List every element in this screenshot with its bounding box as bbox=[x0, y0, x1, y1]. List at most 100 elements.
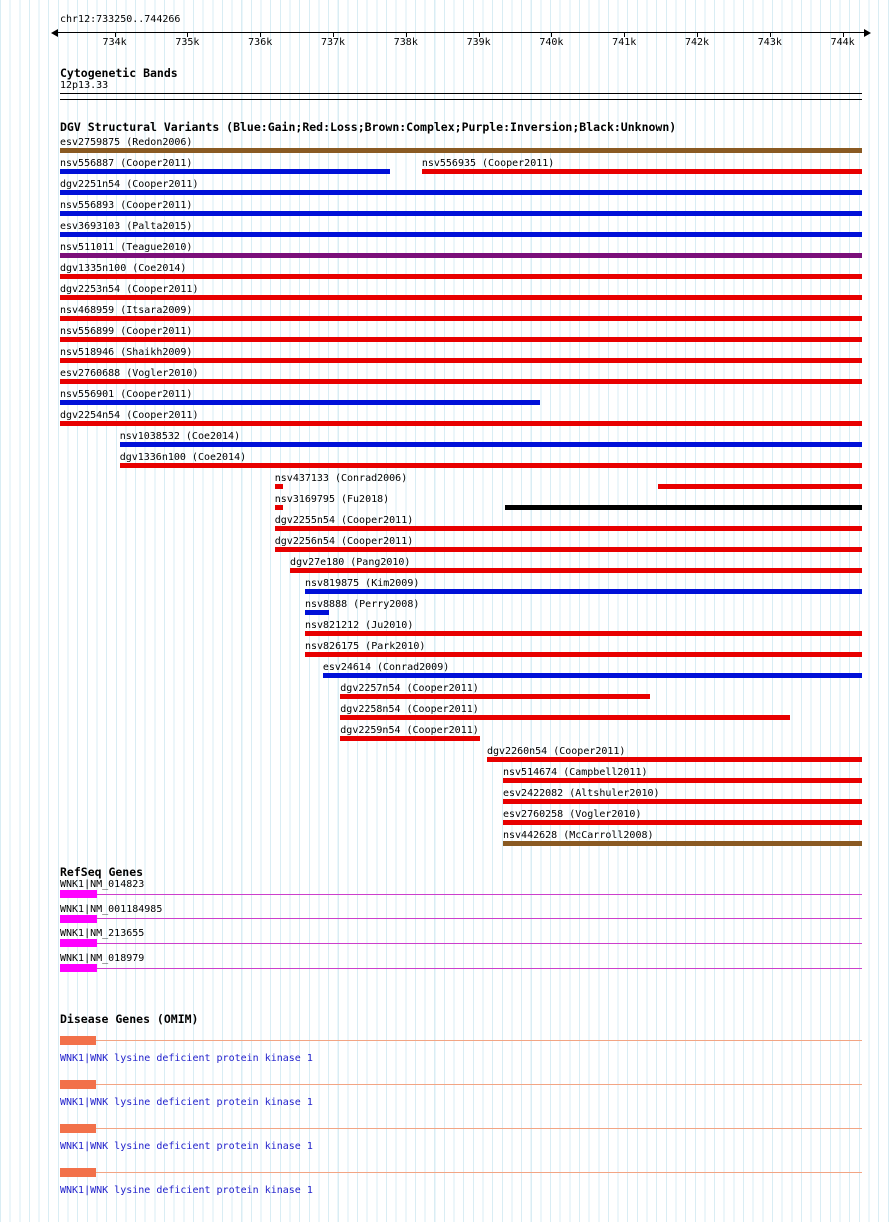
variant-label[interactable]: nsv826175 (Park2010) bbox=[304, 641, 426, 652]
transcript-exon-box[interactable] bbox=[60, 890, 98, 898]
variant-bar[interactable] bbox=[60, 421, 862, 426]
variant-label[interactable]: nsv556887 (Cooper2011) bbox=[60, 158, 193, 169]
variant-bar[interactable] bbox=[290, 568, 862, 573]
variant-label[interactable]: dgv2253n54 (Cooper2011) bbox=[60, 284, 199, 295]
transcript-label[interactable]: WNK1|NM_018979 bbox=[60, 953, 145, 965]
variant-label[interactable]: nsv8888 (Perry2008) bbox=[304, 599, 420, 610]
variant-label[interactable]: nsv442628 (McCarroll2008) bbox=[503, 830, 654, 841]
cytoband-box[interactable] bbox=[60, 93, 862, 100]
variant-bar[interactable] bbox=[421, 169, 862, 174]
ruler-tick bbox=[260, 32, 262, 37]
disease-gene-box[interactable] bbox=[60, 1080, 96, 1089]
variant-label[interactable]: dgv2257n54 (Cooper2011) bbox=[340, 683, 479, 694]
variant-bar[interactable] bbox=[504, 505, 862, 510]
variant-label[interactable]: nsv556899 (Cooper2011) bbox=[60, 326, 193, 337]
variant-label[interactable]: esv2759875 (Redon2006) bbox=[60, 137, 193, 148]
variant-label[interactable]: dgv2255n54 (Cooper2011) bbox=[274, 515, 414, 526]
variant-bar[interactable] bbox=[119, 442, 862, 447]
variant-bar[interactable] bbox=[60, 379, 862, 384]
ruler-tick-label: 744k bbox=[830, 37, 855, 48]
variant-bar[interactable] bbox=[60, 190, 862, 195]
variant-label[interactable]: nsv1038532 (Coe2014) bbox=[119, 431, 241, 442]
variant-label[interactable]: dgv2260n54 (Cooper2011) bbox=[486, 746, 626, 757]
variant-bar[interactable] bbox=[60, 148, 862, 153]
transcript-label[interactable]: WNK1|NM_014823 bbox=[60, 879, 145, 890]
disease-gene-label[interactable]: WNK1|WNK lysine deficient protein kinase… bbox=[60, 1097, 313, 1108]
transcript-exon-box[interactable] bbox=[60, 964, 98, 973]
variant-label[interactable]: dgv1336n100 (Coe2014) bbox=[119, 452, 247, 463]
variant-bar[interactable] bbox=[657, 484, 862, 489]
variant-label[interactable]: nsv556935 (Cooper2011) bbox=[421, 158, 555, 169]
variant-label[interactable]: nsv556893 (Cooper2011) bbox=[60, 200, 193, 211]
variant-bar[interactable] bbox=[274, 547, 862, 552]
ruler-line bbox=[58, 32, 864, 33]
region-title: chr12:733250..744266 bbox=[60, 14, 181, 25]
variant-bar[interactable] bbox=[274, 484, 283, 489]
variant-bar[interactable] bbox=[340, 736, 481, 741]
variant-bar[interactable] bbox=[304, 652, 862, 657]
variant-bar[interactable] bbox=[503, 778, 862, 783]
variant-bar[interactable] bbox=[119, 463, 862, 468]
variant-label[interactable]: nsv3169795 (Fu2018) bbox=[274, 494, 390, 505]
variant-label[interactable]: esv2760688 (Vogler2010) bbox=[60, 368, 199, 379]
variant-label[interactable]: nsv437133 (Conrad2006) bbox=[274, 473, 408, 484]
ruler-tick-label: 735k bbox=[175, 37, 200, 48]
variant-bar[interactable] bbox=[340, 694, 650, 699]
variant-label[interactable]: esv2760258 (Vogler2010) bbox=[503, 809, 642, 820]
variant-label[interactable]: dgv2251n54 (Cooper2011) bbox=[60, 179, 199, 190]
variant-label[interactable]: nsv819875 (Kim2009) bbox=[304, 578, 420, 589]
variant-label[interactable]: nsv514674 (Campbell2011) bbox=[503, 767, 648, 778]
variant-label[interactable]: dgv2254n54 (Cooper2011) bbox=[60, 410, 199, 421]
variant-bar[interactable] bbox=[274, 526, 862, 531]
disease-gene-line bbox=[60, 1040, 862, 1041]
variant-label[interactable]: esv2422082 (Altshuler2010) bbox=[503, 788, 660, 799]
variant-bar[interactable] bbox=[60, 295, 862, 300]
variant-bar[interactable] bbox=[60, 400, 540, 405]
variant-bar[interactable] bbox=[60, 316, 862, 321]
variant-label[interactable]: nsv821212 (Ju2010) bbox=[304, 620, 414, 631]
variant-label[interactable]: dgv2259n54 (Cooper2011) bbox=[340, 725, 479, 736]
variant-label[interactable]: dgv2258n54 (Cooper2011) bbox=[340, 704, 479, 715]
variant-bar[interactable] bbox=[503, 841, 862, 846]
variant-bar[interactable] bbox=[503, 820, 862, 825]
transcript-exon-box[interactable] bbox=[60, 914, 98, 923]
disease-gene-box[interactable] bbox=[60, 1124, 96, 1133]
variant-label[interactable]: esv3693103 (Palta2015) bbox=[60, 221, 193, 232]
variant-label[interactable]: nsv518946 (Shaikh2009) bbox=[60, 347, 193, 358]
variant-label[interactable]: dgv2256n54 (Cooper2011) bbox=[274, 536, 414, 547]
variant-bar[interactable] bbox=[304, 589, 862, 594]
disease-gene-label[interactable]: WNK1|WNK lysine deficient protein kinase… bbox=[60, 1185, 313, 1196]
variant-bar[interactable] bbox=[60, 253, 862, 258]
variant-bar[interactable] bbox=[60, 232, 862, 237]
variant-bar[interactable] bbox=[60, 337, 862, 342]
variant-bar[interactable] bbox=[304, 631, 862, 636]
variant-label[interactable]: dgv1335n100 (Coe2014) bbox=[60, 263, 187, 274]
variant-bar[interactable] bbox=[274, 505, 283, 510]
transcript-exon-box[interactable] bbox=[60, 939, 98, 948]
disease-gene-box[interactable] bbox=[60, 1036, 96, 1045]
variant-bar[interactable] bbox=[486, 757, 862, 762]
disease-gene-line bbox=[60, 1128, 862, 1129]
variant-bar[interactable] bbox=[322, 673, 862, 678]
variant-bar[interactable] bbox=[304, 610, 330, 615]
variant-label[interactable]: nsv556901 (Cooper2011) bbox=[60, 389, 193, 400]
ruler-tick-label: 743k bbox=[757, 37, 782, 48]
variant-bar[interactable] bbox=[60, 211, 862, 216]
variant-bar[interactable] bbox=[60, 358, 862, 363]
variant-label[interactable]: dgv27e180 (Pang2010) bbox=[290, 557, 411, 568]
ruler-tick-label: 734k bbox=[102, 37, 127, 48]
disease-gene-box[interactable] bbox=[60, 1168, 96, 1177]
variant-bar[interactable] bbox=[340, 715, 791, 720]
ruler-tick bbox=[114, 32, 116, 37]
disease-gene-label[interactable]: WNK1|WNK lysine deficient protein kinase… bbox=[60, 1053, 313, 1064]
variant-bar[interactable] bbox=[60, 169, 390, 174]
variant-label[interactable]: nsv468959 (Itsara2009) bbox=[60, 305, 193, 316]
variant-label[interactable]: esv24614 (Conrad2009) bbox=[322, 662, 450, 673]
disease-gene-label[interactable]: WNK1|WNK lysine deficient protein kinase… bbox=[60, 1141, 313, 1152]
transcript-label[interactable]: WNK1|NM_213655 bbox=[60, 928, 145, 940]
variant-bar[interactable] bbox=[60, 274, 862, 279]
variant-bar[interactable] bbox=[503, 799, 862, 804]
ruler-tick bbox=[405, 32, 407, 37]
variant-label[interactable]: nsv511011 (Teague2010) bbox=[60, 242, 193, 253]
transcript-label[interactable]: WNK1|NM_001184985 bbox=[60, 903, 163, 915]
